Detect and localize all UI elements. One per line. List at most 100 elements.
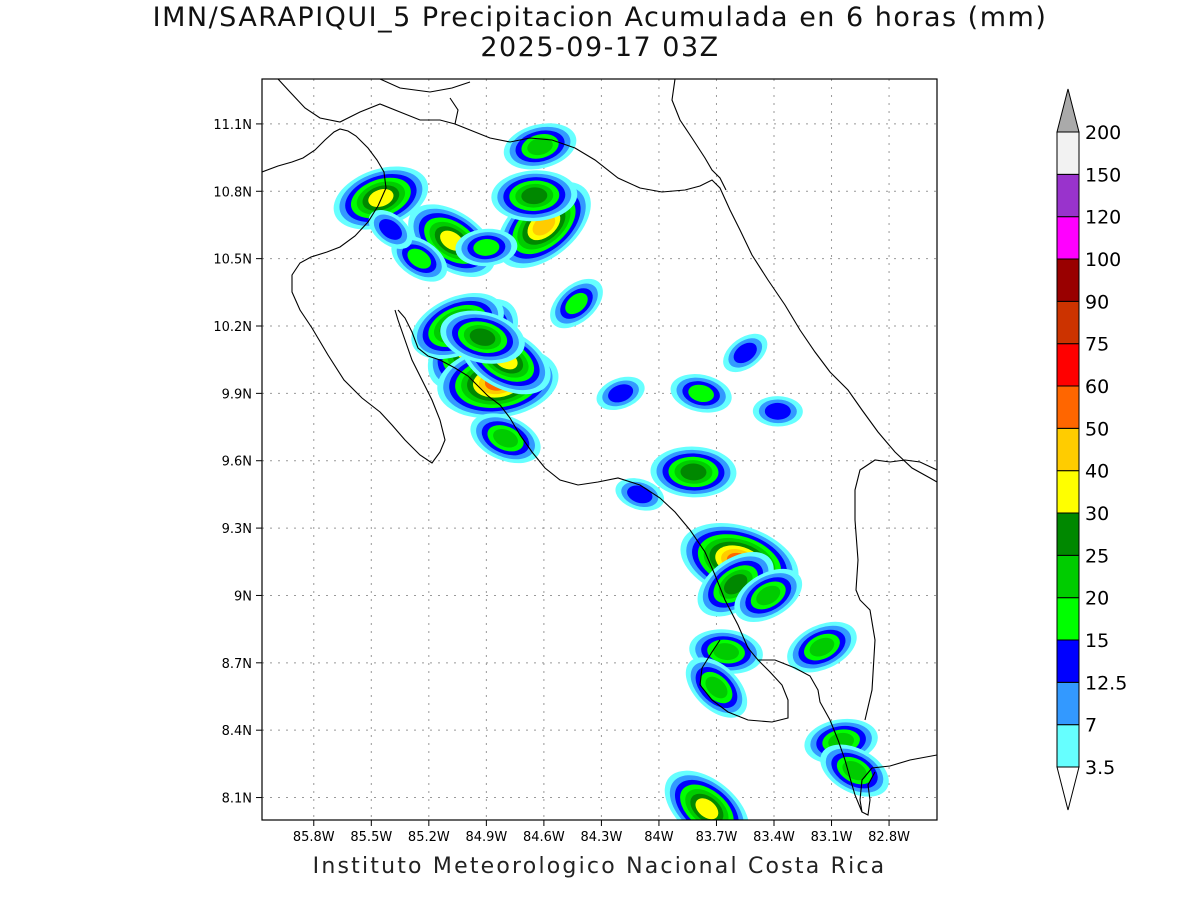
colorbar-upper-arrow: [1056, 88, 1080, 133]
x-tick-label: 83.1W: [811, 830, 853, 845]
x-tick-label: 84.9W: [465, 830, 507, 845]
y-tick-label: 8.1N: [222, 792, 252, 807]
colorbar-label: 200: [1085, 122, 1121, 144]
x-tick-label: 85.2W: [408, 830, 450, 845]
x-tick-label: 83.4W: [753, 830, 795, 845]
precip-cell: [491, 170, 578, 222]
precip-cell: [615, 478, 665, 511]
colorbar-label: 40: [1085, 461, 1109, 483]
panama-border: [859, 754, 937, 816]
y-tick-label: 10.2N: [213, 320, 252, 335]
colorbar-swatch: [1056, 681, 1080, 726]
colorbar-swatch: [1056, 343, 1080, 387]
precip-contour-level-5: [809, 637, 835, 657]
colorbar-label: 75: [1085, 334, 1109, 356]
colorbar-label: 7: [1085, 715, 1097, 737]
y-tick-label: 10.8N: [213, 185, 252, 200]
precip-contour-level-5: [756, 585, 781, 606]
precip-contour-level-7: [695, 798, 719, 820]
nicoya-gulf: [397, 309, 863, 813]
precip-contour-level-5: [713, 643, 740, 661]
lake-outline: [379, 79, 471, 93]
colorbar-legend: 3.5 7 12.5 15 20 25 30 40 50 60 75 90 100 120 150 200: [1056, 88, 1127, 811]
osa-peninsula: [699, 639, 789, 723]
map-subtitle: 2025-09-17 03Z: [480, 32, 720, 63]
x-tick-label: 84W: [644, 830, 674, 845]
y-tick-label: 10.5N: [213, 253, 252, 268]
y-tick-label: 8.4N: [222, 724, 252, 739]
precip-contour-level-5: [493, 429, 518, 448]
y-tick-label: 9.3N: [222, 522, 252, 537]
costa-rica-west-coast: [262, 128, 446, 464]
precip-contour-level-6: [521, 187, 548, 205]
precip-cell: [440, 310, 525, 364]
precip-cell: [455, 228, 518, 267]
precip-cell: [787, 621, 857, 673]
precip-contour-level-7: [368, 189, 394, 208]
precip-cell: [752, 396, 803, 427]
precip-contour-level-6: [469, 328, 496, 346]
y-tick-label: 9.9N: [222, 387, 252, 402]
colorbar-label: 30: [1085, 503, 1109, 525]
y-axis-ticks: 8.1N 8.4N 8.7N 9N 9.3N 9.6N 9.9N 10.2N 10.5N 10.8…: [213, 118, 262, 807]
x-axis-ticks: 85.8W 85.5W 85.2W 84.9W 84.6W 84.3W 84W 83.7W 83…: [293, 820, 910, 845]
precip-cell: [685, 657, 748, 718]
precip-contour-level-3: [733, 342, 757, 364]
colorbar-lower-arrow: [1056, 766, 1080, 811]
colorbar-swatch: [1056, 427, 1080, 472]
x-tick-label: 84.6W: [523, 830, 565, 845]
x-tick-label: 84.3W: [581, 830, 623, 845]
precip-cell: [333, 166, 429, 230]
precip-contour-level-5: [527, 137, 553, 156]
colorbar-label: 12.5: [1085, 672, 1127, 694]
precip-cell: [723, 333, 768, 373]
x-tick-label: 85.5W: [350, 830, 392, 845]
y-tick-label: 9N: [234, 589, 252, 604]
colorbar-swatch: [1056, 173, 1080, 218]
colorbar-label: 90: [1085, 291, 1109, 313]
colorbar-label: 100: [1085, 249, 1121, 271]
colorbar-swatch: [1056, 300, 1080, 345]
precip-contour-level-4: [565, 292, 588, 315]
y-tick-label: 8.7N: [222, 657, 252, 672]
map-title: IMN/SARAPIQUI_5 Precipitacion Acumulada …: [152, 2, 1048, 33]
precip-contour-level-3: [379, 219, 402, 240]
precip-cell: [670, 374, 732, 413]
footer-credit: Instituto Meteorologico Nacional Costa R…: [312, 854, 887, 879]
colorbar-label: 150: [1085, 164, 1121, 186]
x-tick-label: 85.8W: [293, 830, 335, 845]
colorbar-swatch: [1056, 724, 1080, 768]
precip-contour-level-4: [688, 384, 714, 403]
y-tick-label: 9.6N: [222, 455, 252, 470]
caribbean-coast: [454, 123, 937, 483]
colorbar-swatch: [1056, 470, 1080, 514]
colorbar-label: 25: [1085, 545, 1109, 567]
north-coast-detail: [671, 79, 727, 191]
panama-caribbean: [854, 459, 937, 721]
precip-cell: [550, 278, 603, 329]
precipitation-field: [333, 123, 889, 820]
colorbar-label: 3.5: [1085, 757, 1115, 779]
precip-cell: [820, 744, 889, 797]
colorbar-swatch: [1056, 639, 1080, 683]
precip-cell: [664, 770, 750, 820]
x-tick-label: 83.7W: [696, 830, 738, 845]
colorbar-label: 60: [1085, 376, 1109, 398]
precip-cell: [734, 568, 803, 623]
colorbar-swatch: [1056, 554, 1080, 599]
precip-contour-level-4: [473, 238, 500, 256]
colorbar-label: 15: [1085, 630, 1109, 652]
colorbar-swatch: [1056, 385, 1080, 429]
precip-cell: [650, 446, 737, 498]
precip-cell: [368, 209, 413, 249]
precip-contour-level-5: [705, 676, 728, 699]
y-tick-label: 11.1N: [213, 118, 252, 133]
precip-contour-level-3: [627, 485, 653, 504]
precip-contour-level-5: [842, 760, 867, 781]
colorbar-label: 50: [1085, 418, 1109, 440]
precip-contour-level-3: [608, 384, 634, 403]
precip-contour-level-3: [764, 402, 791, 420]
colorbar-swatch: [1056, 512, 1080, 556]
precip-contour-level-6: [680, 463, 707, 481]
